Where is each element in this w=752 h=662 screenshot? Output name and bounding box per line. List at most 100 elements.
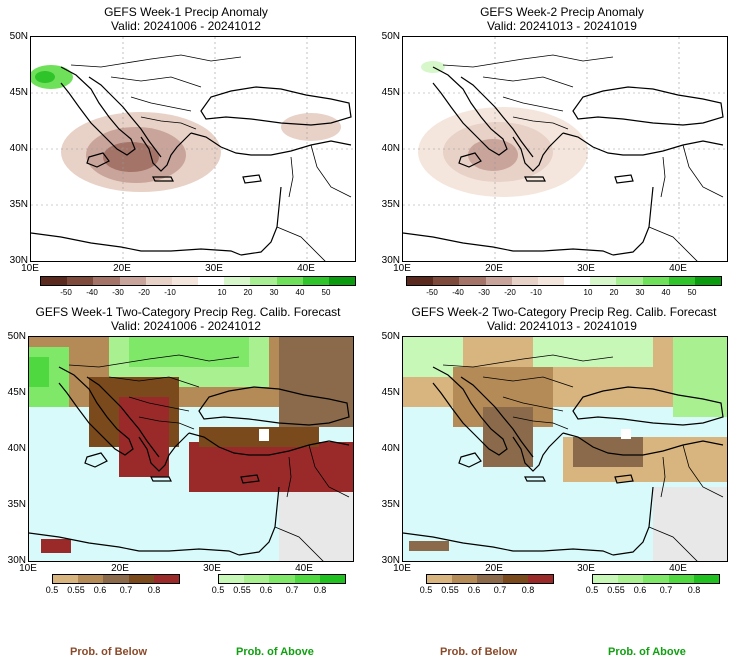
lat-label: 35N	[7, 499, 26, 510]
panel-week2-probability: GEFS Week-2 Two-Category Precip Reg. Cal…	[376, 300, 752, 662]
lon-label: 40E	[669, 263, 687, 274]
lon-label: 20E	[485, 563, 503, 574]
map-week2-anomaly	[402, 36, 728, 262]
cbar-label: -40	[86, 288, 98, 297]
lat-label: 35N	[381, 499, 400, 510]
above-label: 0.7	[285, 585, 299, 595]
lat-label: 50N	[7, 331, 26, 342]
cbar-label: 20	[609, 288, 619, 297]
lon-label: 40E	[297, 263, 315, 274]
lon-label: 30E	[205, 263, 223, 274]
cbar-label: -50	[426, 288, 438, 297]
below-label: 0.6	[93, 585, 107, 595]
above-prob-colorbar	[592, 574, 720, 584]
lon-label: 10E	[393, 263, 411, 274]
above-label: 0.8	[313, 585, 327, 595]
below-prob-colorbar	[426, 574, 554, 584]
panel-title: GEFS Week-2 Precip Anomaly	[480, 5, 644, 19]
above-label: 0.5	[211, 585, 225, 595]
panel-title: GEFS Week-2 Two-Category Precip Reg. Cal…	[411, 305, 717, 319]
cbar-label: -20	[138, 288, 150, 297]
panel-week2-anomaly: GEFS Week-2 Precip Anomaly Valid: 202410…	[376, 0, 752, 300]
cbar-label: 30	[635, 288, 645, 297]
lon-label: 30E	[203, 563, 221, 574]
lat-label: 50N	[381, 31, 400, 42]
above-label: 0.8	[687, 585, 701, 595]
above-prob-colorbar	[218, 574, 346, 584]
cbar-label: 30	[269, 288, 279, 297]
lat-label: 30N	[7, 555, 26, 566]
below-label: 0.8	[521, 585, 535, 595]
lat-label: 45N	[381, 87, 400, 98]
prob-below-label: Prob. of Below	[70, 646, 147, 658]
lat-label: 50N	[9, 31, 28, 42]
cbar-label: 40	[295, 288, 305, 297]
lat-label: 35N	[381, 199, 400, 210]
cbar-label: 40	[661, 288, 671, 297]
above-label: 0.6	[633, 585, 647, 595]
cbar-label: 10	[583, 288, 593, 297]
cbar-label: -10	[164, 288, 176, 297]
lat-label: 45N	[9, 87, 28, 98]
below-label: 0.7	[493, 585, 507, 595]
cbar-label: 10	[217, 288, 227, 297]
panel-valid: Valid: 20241006 - 20241012	[111, 319, 261, 333]
lon-label: 40E	[295, 563, 313, 574]
lat-label: 30N	[381, 555, 400, 566]
lon-label: 20E	[111, 563, 129, 574]
lat-label: 45N	[7, 387, 26, 398]
lon-label: 10E	[21, 263, 39, 274]
below-label: 0.6	[467, 585, 481, 595]
below-label: 0.7	[119, 585, 133, 595]
cbar-label: -20	[504, 288, 516, 297]
above-label: 0.7	[659, 585, 673, 595]
lat-label: 40N	[381, 143, 400, 154]
below-label: 0.5	[45, 585, 59, 595]
below-label: 0.5	[419, 585, 433, 595]
lat-label: 45N	[381, 387, 400, 398]
below-label: 0.55	[441, 585, 459, 595]
lat-label: 40N	[9, 143, 28, 154]
prob-above-label: Prob. of Above	[608, 646, 686, 658]
below-prob-colorbar	[52, 574, 180, 584]
cbar-label: -30	[478, 288, 490, 297]
lat-label: 40N	[381, 443, 400, 454]
panel-title: GEFS Week-1 Precip Anomaly	[104, 5, 268, 19]
panel-week1-probability: GEFS Week-1 Two-Category Precip Reg. Cal…	[0, 300, 376, 662]
panel-valid: Valid: 20241006 - 20241012	[111, 19, 261, 33]
lon-label: 40E	[669, 563, 687, 574]
prob-above-label: Prob. of Above	[236, 646, 314, 658]
above-label: 0.5	[585, 585, 599, 595]
lon-label: 30E	[577, 263, 595, 274]
lon-label: 30E	[577, 563, 595, 574]
panel-valid: Valid: 20241013 - 20241019	[487, 19, 637, 33]
panel-title: GEFS Week-1 Two-Category Precip Reg. Cal…	[35, 305, 341, 319]
lon-label: 20E	[485, 263, 503, 274]
cbar-label: 50	[687, 288, 697, 297]
above-label: 0.55	[233, 585, 251, 595]
below-label: 0.8	[147, 585, 161, 595]
anomaly-colorbar	[406, 276, 722, 286]
lon-label: 10E	[19, 563, 37, 574]
above-label: 0.6	[259, 585, 273, 595]
lat-label: 30N	[381, 255, 400, 266]
cbar-label: -40	[452, 288, 464, 297]
lat-label: 35N	[9, 199, 28, 210]
map-week2-probability	[402, 336, 728, 562]
lat-label: 30N	[9, 255, 28, 266]
lat-label: 50N	[381, 331, 400, 342]
cbar-label: 50	[321, 288, 331, 297]
map-week1-anomaly	[30, 36, 356, 262]
cbar-label: -10	[530, 288, 542, 297]
map-week1-probability	[28, 336, 354, 562]
anomaly-colorbar	[40, 276, 356, 286]
cbar-label: -30	[112, 288, 124, 297]
panel-valid: Valid: 20241013 - 20241019	[487, 319, 637, 333]
panel-week1-anomaly: GEFS Week-1 Precip Anomaly Valid: 202410…	[0, 0, 376, 300]
prob-below-label: Prob. of Below	[440, 646, 517, 658]
above-label: 0.55	[607, 585, 625, 595]
below-label: 0.55	[67, 585, 85, 595]
lon-label: 10E	[393, 563, 411, 574]
lon-label: 20E	[113, 263, 131, 274]
lat-label: 40N	[7, 443, 26, 454]
